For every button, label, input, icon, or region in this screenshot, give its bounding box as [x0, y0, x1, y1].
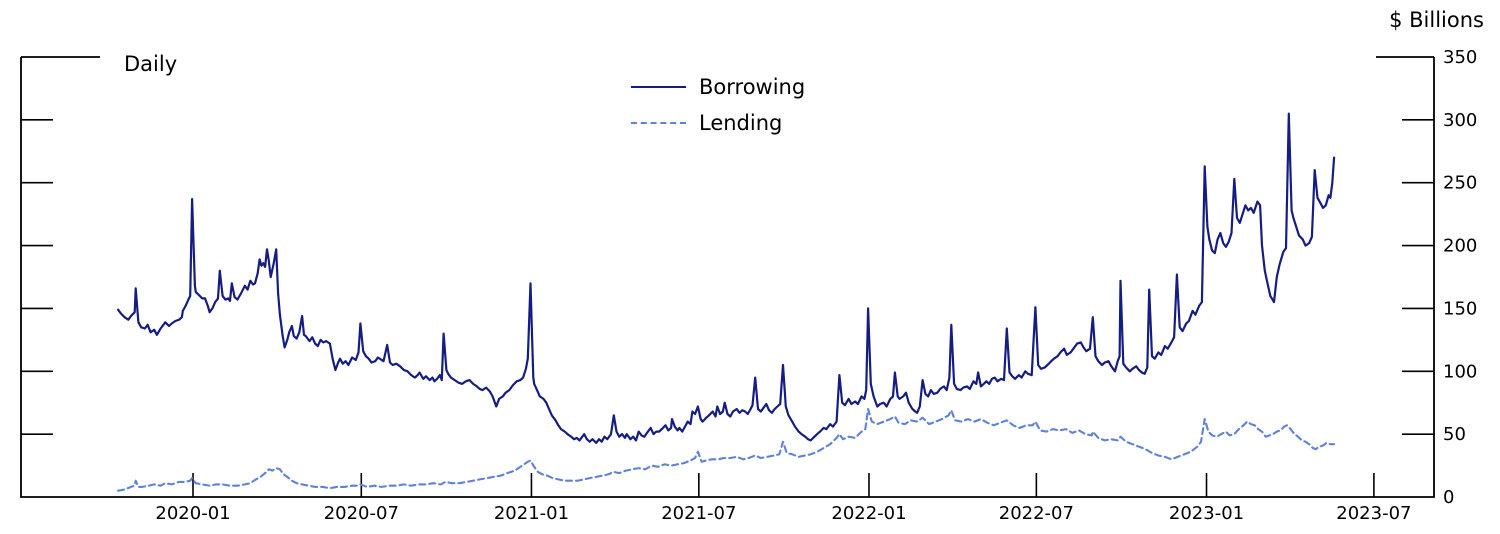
y-tick-label: 250	[1443, 173, 1477, 194]
x-tick-label: 2023-07	[1336, 503, 1411, 524]
x-tick-label: 2020-01	[155, 503, 230, 524]
legend-item-lending: Lending	[631, 109, 805, 136]
x-tick-label: 2021-01	[494, 503, 569, 524]
y-axis-units-label: $ Billions	[1389, 8, 1484, 32]
y-tick-label: 200	[1443, 236, 1477, 257]
x-tick-label: 2022-01	[831, 503, 906, 524]
y-tick-label: 350	[1443, 47, 1477, 68]
lending-line-swatch	[631, 121, 686, 124]
axis-frame	[20, 57, 1435, 498]
x-tick-label: 2020-07	[324, 503, 399, 524]
legend: Borrowing Lending	[631, 73, 805, 145]
y-tick-label: 0	[1443, 487, 1454, 508]
x-tick-label: 2021-07	[661, 503, 736, 524]
y-tick-label: 50	[1443, 424, 1466, 445]
lending-line	[117, 407, 1336, 492]
x-tick-label: 2022-07	[999, 503, 1074, 524]
y-tick-label: 300	[1443, 110, 1477, 131]
borrowing-line	[117, 112, 1336, 444]
legend-item-borrowing: Borrowing	[631, 73, 805, 100]
x-tick-label: 2023-01	[1169, 503, 1244, 524]
legend-label-lending: Lending	[699, 110, 783, 135]
y-tick-label: 100	[1443, 361, 1477, 382]
y-tick-label: 150	[1443, 298, 1477, 319]
borrowing-line-swatch	[631, 85, 686, 88]
frequency-label: Daily	[124, 52, 178, 76]
legend-label-borrowing: Borrowing	[699, 74, 806, 99]
